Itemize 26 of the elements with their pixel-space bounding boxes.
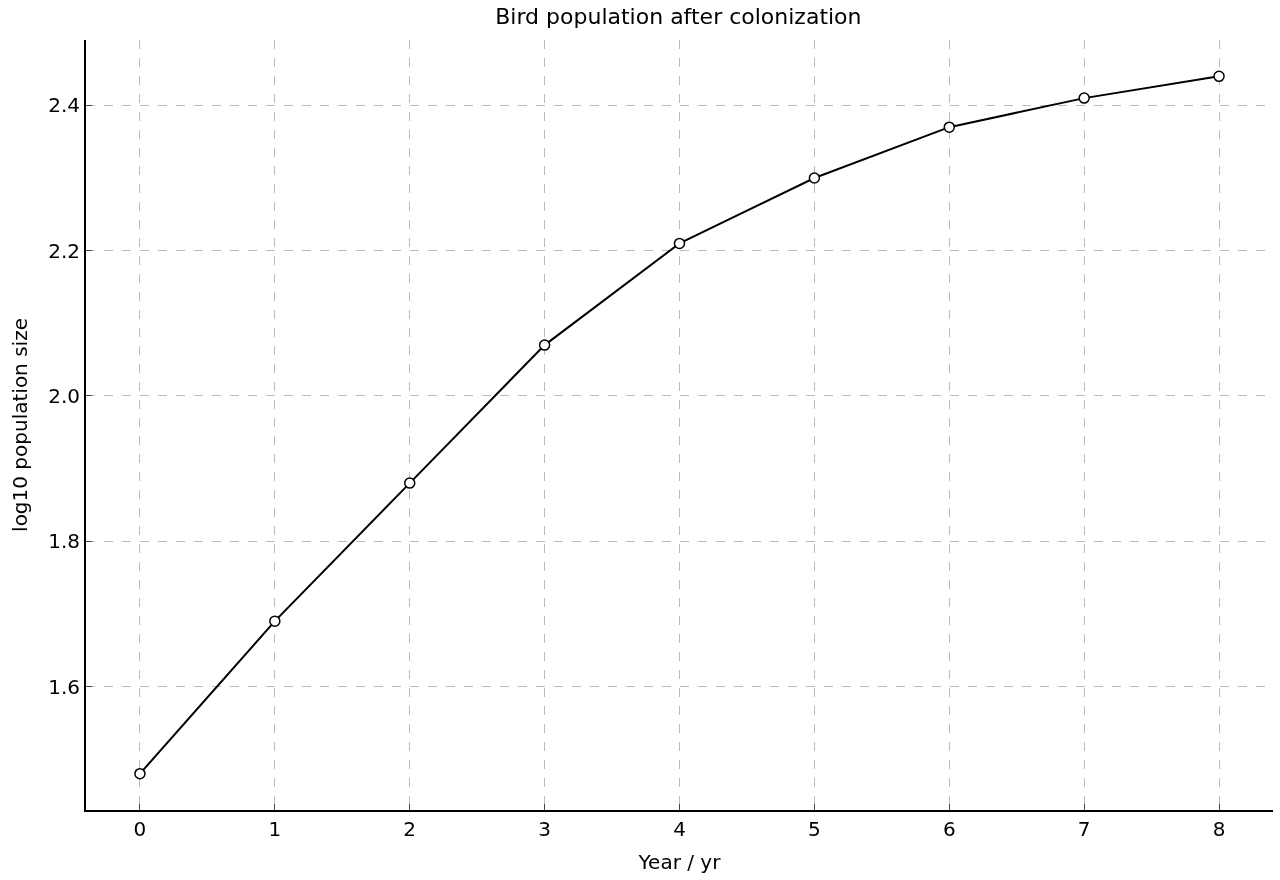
x-tick-label: 1 — [268, 817, 282, 841]
point — [943, 121, 956, 133]
x-tick-label: 2 — [403, 817, 417, 841]
y-tick-label: 2.0 — [48, 383, 80, 408]
y-axis-title: log10 population size — [8, 318, 33, 532]
point — [134, 767, 146, 780]
y-tick-label: 2.4 — [48, 93, 80, 118]
x-tick-label: 8 — [1212, 817, 1226, 841]
y-tick-label: 1.8 — [48, 529, 80, 554]
x-tick-label: 0 — [133, 817, 147, 841]
point — [1213, 70, 1225, 83]
x-tick-label: 6 — [942, 817, 956, 841]
point — [808, 172, 821, 184]
y-tick-label: 1.6 — [48, 674, 80, 699]
chart-title: Bird population after colonization — [495, 4, 862, 30]
point — [538, 339, 551, 351]
x-tick-label: 4 — [673, 817, 686, 841]
point — [403, 477, 416, 489]
x-axis-title: Year / yr — [637, 850, 722, 874]
point — [269, 615, 281, 627]
x-tick-label: 7 — [1077, 817, 1091, 841]
x-tick-label: 3 — [538, 817, 551, 841]
point — [673, 237, 686, 250]
y-tick-label: 2.2 — [48, 238, 80, 263]
point — [1078, 92, 1090, 104]
x-tick-label: 5 — [808, 817, 821, 841]
